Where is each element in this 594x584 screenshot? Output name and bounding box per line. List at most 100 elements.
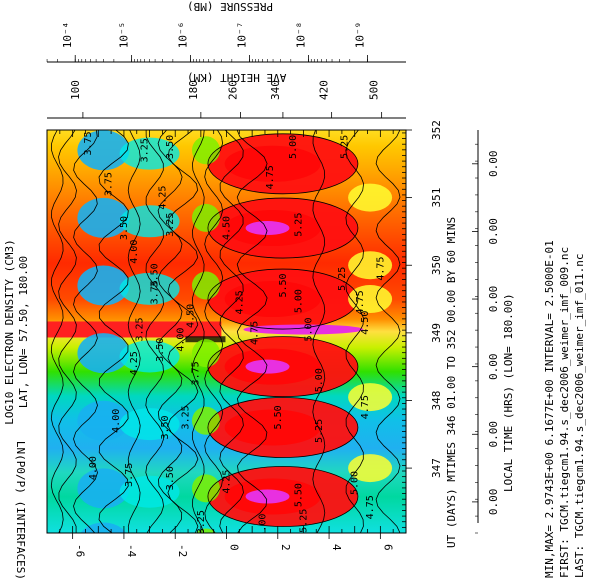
contour-label-35: 3.50 [119, 216, 130, 240]
chart-title: LOG10 ELECTRON DENSITY (CM3) [3, 239, 16, 424]
height-axis-label: AVE HEIGHT (KM) [187, 71, 286, 84]
lt-tick-label-4: 0.00 [487, 218, 500, 245]
contour-label-5: 5.00 [350, 471, 361, 495]
contour-label-36: 3.25 [165, 213, 176, 237]
contour-ring-1 [207, 397, 359, 458]
region-lightgreen-1 [191, 406, 220, 435]
height-axis: 500 420 340 260 180 100 [47, 80, 406, 119]
contour-label-29: 5.25 [337, 267, 348, 291]
region-cyan-0 [119, 475, 180, 508]
region-cyan-3 [119, 272, 180, 305]
contour-label-7: 3.50 [165, 466, 176, 490]
pressure-tick-label-3: 10⁻⁶ [177, 22, 190, 49]
contour-line-13 [345, 130, 365, 533]
x-axis-label-bottom: LOCAL TIME (HRS) (LON= 180.00) [502, 293, 515, 492]
pressure-tick-label-0: 10⁻⁹ [354, 22, 367, 49]
contour-label-28: 4.25 [234, 290, 245, 314]
contour-label-46: 3.75 [83, 131, 94, 155]
y-tick-label-5: -4 [125, 544, 138, 558]
plot-frame-ticks [46, 130, 407, 534]
region-yellow-0 [348, 454, 393, 483]
contour-line-2 [73, 130, 98, 533]
local-time-axis: 0.00 0.00 0.00 0.00 0.00 0.00 [472, 130, 500, 534]
contour-label-1: 5.25 [298, 509, 309, 533]
contour-line-6 [157, 130, 183, 533]
contour-line-1 [58, 130, 77, 533]
contour-label-8: 3.75 [124, 463, 135, 487]
ut-tick-label-1: 348 [430, 391, 443, 411]
region-yellow-4 [348, 183, 393, 212]
contour-line-7 [167, 130, 199, 533]
lt-tick-label-1: 0.00 [487, 421, 500, 448]
contour-ring-0 [207, 466, 359, 527]
height-tick-label-3: 260 [227, 80, 240, 100]
contour-label-14: 3.25 [181, 405, 192, 429]
contour-label-38: 5.25 [293, 213, 304, 237]
ut-axis: 347 348 349 350 351 352 [406, 120, 443, 478]
contour-label-26: 4.75 [355, 290, 366, 314]
contour-label-17: 3.75 [191, 361, 202, 385]
chart-subtitle: LAT, LON= 57.50, 180.00 [17, 256, 30, 408]
y-tick-label-4: -2 [176, 544, 189, 557]
region-storm-magenta [243, 324, 364, 335]
contour-line-5 [145, 130, 165, 533]
contour-label-3: 3.25 [196, 510, 207, 534]
contour-label-10: 5.25 [314, 419, 325, 443]
ut-tick-label-5: 352 [430, 120, 443, 140]
region-lightgreen-0 [191, 474, 220, 503]
region-lightgreen-4 [191, 203, 220, 232]
contour-label-41: 3.25 [139, 138, 150, 162]
contour-label-4: 5.50 [293, 483, 304, 507]
region-red-core-1 [224, 409, 321, 446]
contour-label-12: 4.75 [360, 395, 371, 419]
height-tick-label-1: 420 [318, 80, 331, 100]
height-tick-label-0: 500 [368, 80, 381, 100]
contour-label-43: 4.75 [265, 165, 276, 189]
region-lightgreen-2 [191, 339, 220, 368]
contour-lines [50, 130, 401, 533]
contour-line-0 [50, 130, 64, 533]
pressure-tick-label-1: 10⁻⁸ [295, 22, 308, 49]
ut-tick-label-3: 350 [430, 255, 443, 275]
contour-label-11: 5.50 [273, 405, 284, 429]
pressure-tick-label-4: 10⁻⁵ [118, 22, 131, 49]
region-magenta-4 [245, 221, 290, 236]
contour-label-22: 5.00 [304, 317, 315, 341]
contour-label-23: 4.50 [360, 311, 371, 335]
contour-label-32: 3.50 [150, 263, 161, 287]
height-tick-label-4: 180 [187, 80, 200, 100]
y-tick-label-6: -6 [74, 544, 87, 557]
lt-tick-label-3: 0.00 [487, 286, 500, 313]
contour-line-10 [219, 130, 244, 533]
info-line-3: LAST: TGCM.tiegcm1.94.s_dec2006_weimer_i… [573, 253, 586, 578]
contour-label-40: 3.75 [104, 172, 115, 196]
lt-tick-label-2: 0.00 [487, 353, 500, 380]
ut-tick-label-4: 351 [430, 188, 443, 208]
contour-label-33: 4.75 [375, 257, 386, 281]
x-axis-label-top: UT (DAYS) MTIMES 346 01.00 TO 352 00.00 … [445, 217, 458, 548]
region-cyan-2 [119, 340, 180, 373]
contour-label-15: 4.00 [111, 409, 122, 433]
contour-ring-3 [207, 268, 359, 330]
contour-ring-4 [207, 197, 359, 259]
contour-labels: 4.755.255.003.255.505.004.253.503.754.00… [83, 131, 386, 538]
ut-tick-label-0: 347 [430, 458, 443, 478]
region-cyan-5 [119, 137, 180, 170]
y-axis: 6 4 2 0 -2 -4 -6 [72, 533, 394, 558]
lt-tick-label-5: 0.00 [487, 151, 500, 178]
info-line-2: FIRST: TGCM.tiegcm1.94.s_dec2006_weimer_… [558, 247, 571, 578]
ut-tick-label-2: 349 [430, 323, 443, 343]
pressure-tick-label-5: 10⁻⁴ [61, 22, 74, 49]
contour-label-30: 5.50 [278, 273, 289, 297]
region-yellow-2 [348, 285, 393, 314]
region-cyan-4 [119, 205, 180, 238]
contour-regions [47, 130, 393, 533]
contour-ring-2 [207, 336, 359, 398]
contour-line-11 [236, 130, 268, 533]
contour-label-39: 4.25 [157, 186, 168, 210]
region-magenta-2 [245, 359, 290, 374]
contour-label-34: 4.00 [129, 240, 140, 264]
contour-ring-5 [207, 133, 359, 195]
contour-label-2: 5.00 [257, 514, 268, 538]
contour-label-31: 3.75 [150, 280, 161, 304]
